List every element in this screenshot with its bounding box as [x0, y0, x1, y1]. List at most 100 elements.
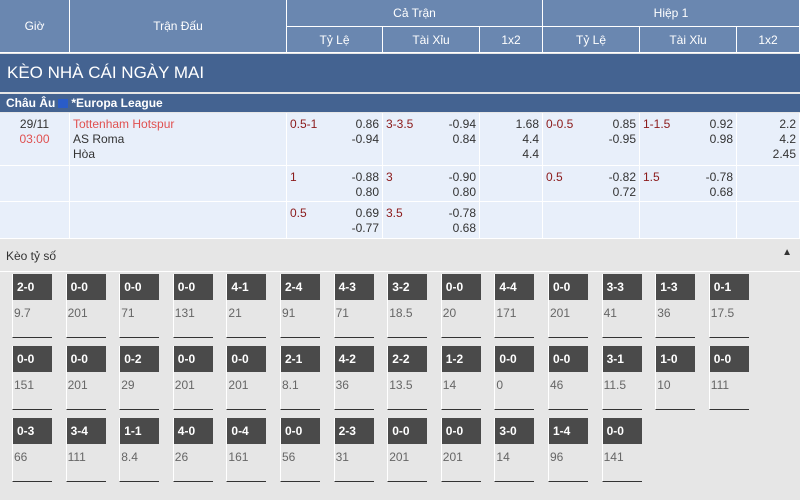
score-item[interactable]: 3-1 11.5 — [601, 346, 642, 410]
odds-value[interactable]: 0.98 — [709, 132, 733, 146]
odds-value[interactable]: 0.69 — [355, 206, 379, 220]
score-item[interactable]: 4-3 71 — [333, 274, 374, 338]
odds-cell-ft_hdp_v[interactable]: 0.5-1 0.86 -0.94 — [287, 113, 383, 166]
odds-value[interactable]: -0.77 — [351, 221, 379, 235]
odds-value[interactable]: 1.68 — [515, 117, 539, 131]
score-item[interactable]: 0-4 161 — [226, 418, 267, 482]
odds-cell-h1_ou_v[interactable]: 1.5 -0.78 0.68 — [640, 166, 737, 202]
score-item[interactable]: 3-3 41 — [601, 274, 642, 338]
score-item[interactable]: 0-0 201 — [226, 346, 267, 410]
odds-value[interactable]: 4.2 — [779, 132, 796, 146]
odds-value[interactable]: -0.95 — [608, 132, 636, 146]
score-item[interactable]: 0-0 201 — [65, 346, 106, 410]
score-item[interactable]: 4-1 21 — [226, 274, 267, 338]
odds-value[interactable]: 0.68 — [452, 221, 476, 235]
score-item[interactable]: 0-0 71 — [119, 274, 160, 338]
score-item[interactable]: 0-0 20 — [440, 274, 481, 338]
league-row[interactable]: Châu Âu *Europa League — [0, 94, 800, 112]
score-item[interactable]: 4-2 36 — [333, 346, 374, 410]
odds-cell-h1_1x2[interactable] — [737, 202, 800, 239]
odds-cell-ft_1x2[interactable] — [480, 202, 543, 239]
odds-value[interactable]: -0.94 — [448, 117, 476, 131]
score-item[interactable]: 3-0 14 — [494, 418, 535, 482]
score-odds: 201 — [67, 378, 88, 392]
odds-value[interactable]: -0.78 — [448, 206, 476, 220]
odds-cell-h1_hdp_v[interactable]: 0.5 -0.82 0.72 — [543, 166, 640, 202]
score-odds: 71 — [335, 306, 349, 320]
odds-cell-h1_1x2[interactable] — [737, 166, 800, 202]
odds-cell-ft_hdp_v[interactable]: 1 -0.88 0.80 — [287, 166, 383, 202]
odds-cell-ft_ou_v[interactable]: 3-3.5 -0.94 0.84 — [383, 113, 480, 166]
home-team[interactable]: Tottenham Hotspur — [73, 117, 175, 131]
odds-value[interactable]: -0.78 — [705, 170, 733, 184]
score-item[interactable]: 0-0 201 — [387, 418, 428, 482]
odds-value[interactable]: -0.90 — [448, 170, 476, 184]
odds-cell-h1_hdp_v[interactable] — [543, 202, 640, 239]
score-item[interactable]: 0-0 0 — [494, 346, 535, 410]
odds-cell-ft_ou_v[interactable]: 3.5 -0.78 0.68 — [383, 202, 480, 239]
odds-cell-h1_ou_v[interactable] — [640, 202, 737, 239]
score-item[interactable]: 2-3 31 — [333, 418, 374, 482]
score-item[interactable]: 1-2 14 — [440, 346, 481, 410]
score-item[interactable]: 0-0 111 — [708, 346, 749, 410]
score-item[interactable]: 1-0 10 — [655, 346, 696, 410]
odds-values: -0.82 0.72 — [609, 170, 636, 200]
odds-value[interactable]: -0.94 — [351, 132, 379, 146]
score-label: 3-3 — [602, 274, 642, 300]
score-item[interactable]: 0-0 201 — [172, 346, 213, 410]
score-item[interactable]: 0-0 56 — [280, 418, 320, 482]
score-item[interactable]: 0-2 29 — [119, 346, 160, 410]
eu-flag-icon — [58, 99, 69, 109]
odds-value[interactable]: 0.80 — [452, 185, 476, 199]
score-item[interactable]: 4-0 26 — [172, 418, 213, 482]
score-item[interactable]: 2-0 9.7 — [12, 274, 52, 338]
score-item[interactable]: 1-4 96 — [548, 418, 588, 482]
odds-value[interactable]: 0.80 — [355, 185, 379, 199]
odds-cell-ft_1x2[interactable] — [480, 166, 543, 202]
score-item[interactable]: 2-4 91 — [280, 274, 320, 338]
score-item[interactable]: 3-4 111 — [65, 418, 106, 482]
score-item[interactable]: 0-0 141 — [601, 418, 642, 482]
score-item[interactable]: 0-1 17.5 — [708, 274, 749, 338]
odds-cell-ft_hdp_v[interactable]: 0.5 0.69 -0.77 — [287, 202, 383, 239]
odds-value[interactable]: 0.92 — [709, 117, 733, 131]
odds-value[interactable]: 0.72 — [612, 185, 636, 199]
score-item[interactable]: 0-0 201 — [65, 274, 106, 338]
odds-cell-h1_hdp_v[interactable]: 0-0.5 0.85 -0.95 — [543, 113, 640, 166]
odds-value[interactable]: 2.2 — [779, 117, 796, 131]
odds-cell-h1_ou_v[interactable]: 1-1.5 0.92 0.98 — [640, 113, 737, 166]
score-item[interactable]: 0-0 131 — [172, 274, 213, 338]
league-region: Châu Âu — [6, 96, 56, 110]
odds-value[interactable]: -0.88 — [351, 170, 379, 184]
odds-value[interactable]: -0.82 — [608, 170, 636, 184]
odds-value[interactable]: 4.4 — [522, 147, 539, 161]
match-teams[interactable]: Tottenham Hotspur AS Roma Hòa — [70, 113, 287, 166]
score-item[interactable]: 0-0 151 — [12, 346, 52, 410]
score-item[interactable]: 2-2 13.5 — [387, 346, 428, 410]
odds-cell-ft_1x2[interactable]: 1.68 4.4 4.4 — [480, 113, 543, 166]
collapse-caret-icon[interactable]: ▲ — [782, 247, 792, 258]
score-item[interactable]: 3-2 18.5 — [387, 274, 428, 338]
odds-value[interactable]: 2.45 — [772, 147, 796, 161]
odds-value[interactable]: 4.4 — [522, 132, 539, 146]
odds-value[interactable]: 0.68 — [709, 185, 733, 199]
score-item[interactable]: 0-0 201 — [440, 418, 481, 482]
score-item[interactable]: 4-4 171 — [494, 274, 535, 338]
odds-value[interactable]: 0.86 — [355, 117, 379, 131]
odds-cell-ft_ou_v[interactable]: 3 -0.90 0.80 — [383, 166, 480, 202]
odds-value[interactable]: 0.85 — [612, 117, 636, 131]
correct-score-header[interactable]: Kèo tỷ số — [0, 240, 800, 272]
odds-cell-h1_1x2[interactable]: 2.2 4.2 2.45 — [737, 113, 800, 166]
score-label: 1-3 — [656, 274, 696, 300]
score-item[interactable]: 1-1 8.4 — [119, 418, 160, 482]
score-item[interactable]: 0-0 46 — [548, 346, 588, 410]
score-item[interactable]: 0-3 66 — [12, 418, 52, 482]
score-item[interactable]: 0-0 201 — [548, 274, 588, 338]
score-odds: 9.7 — [14, 306, 31, 320]
score-odds: 201 — [67, 306, 88, 320]
score-odds: 41 — [603, 306, 617, 320]
away-team[interactable]: AS Roma — [73, 132, 125, 146]
score-item[interactable]: 1-3 36 — [655, 274, 696, 338]
odds-value[interactable]: 0.84 — [452, 132, 476, 146]
score-item[interactable]: 2-1 8.1 — [280, 346, 320, 410]
